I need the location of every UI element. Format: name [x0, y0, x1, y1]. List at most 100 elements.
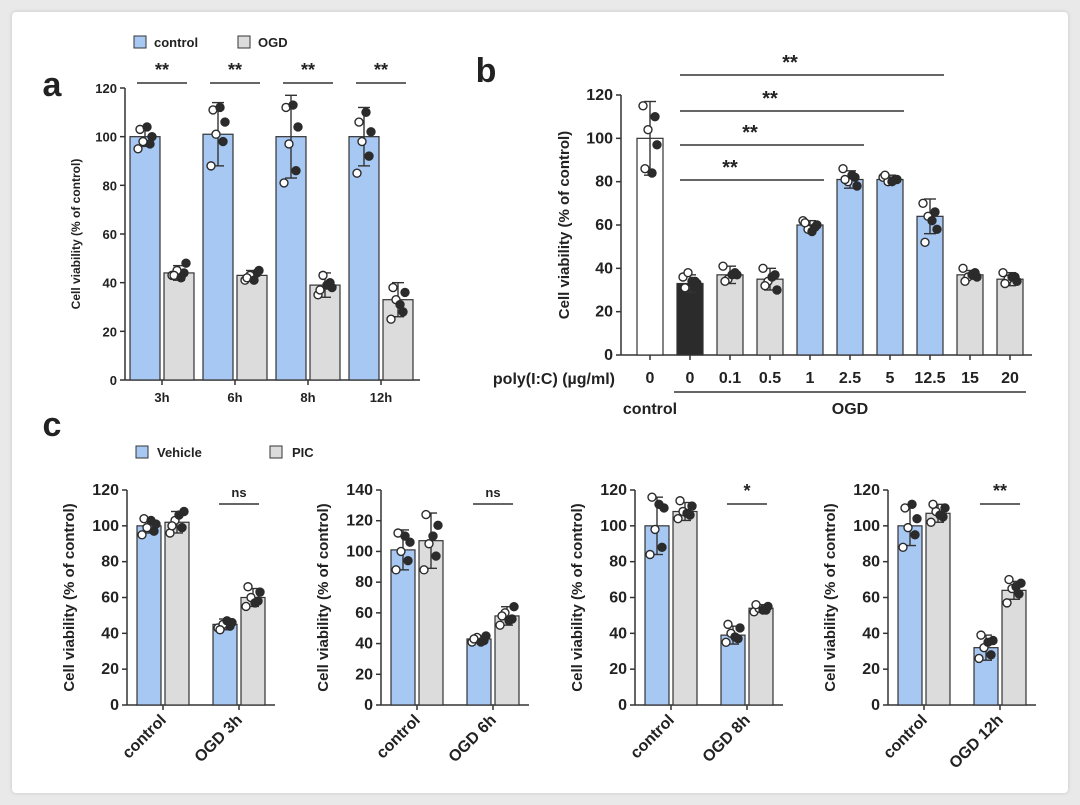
data-point — [960, 276, 970, 287]
data-point — [800, 218, 810, 228]
data-point — [645, 549, 655, 560]
y-tick-label: 60 — [862, 590, 880, 607]
y-tick-label: 60 — [103, 227, 117, 242]
data-point — [497, 611, 507, 621]
bar-dose — [676, 282, 704, 356]
y-tick-label: 80 — [101, 554, 119, 571]
data-point — [721, 637, 731, 647]
data-point — [718, 261, 728, 271]
panel-letter-c: c — [43, 406, 62, 444]
y-tick-label: 120 — [600, 482, 627, 499]
data-point — [720, 276, 730, 287]
data-point — [730, 632, 740, 642]
data-point — [680, 283, 690, 293]
data-point — [687, 501, 697, 511]
y-tick-label: 60 — [609, 590, 627, 607]
data-point — [974, 653, 984, 664]
data-point — [504, 615, 514, 626]
data-point — [847, 170, 857, 180]
data-point — [419, 565, 429, 575]
data-point — [361, 107, 371, 118]
y-tick-label: 40 — [101, 625, 119, 642]
legend-swatch-ogd — [237, 35, 251, 49]
y-axis-label: Cell viability (% of control) — [315, 503, 332, 691]
data-point — [315, 285, 325, 295]
x-tick-label: 15 — [961, 370, 979, 387]
legend-swatch-vehicle — [135, 445, 149, 459]
significance-label: ** — [782, 52, 798, 74]
data-point — [218, 136, 228, 147]
bar-dose — [796, 224, 824, 356]
x-tick-label: 8h — [300, 390, 315, 405]
data-point — [723, 619, 733, 630]
data-point — [431, 551, 441, 561]
y-tick-label: 140 — [346, 482, 373, 499]
data-point — [967, 270, 977, 280]
x-tick-label: 1 — [806, 370, 815, 387]
data-point — [352, 168, 362, 178]
data-point — [758, 605, 768, 615]
bar-vehicle — [897, 525, 923, 706]
panel-letter-a: a — [43, 66, 63, 104]
bar-dose — [836, 178, 864, 356]
y-tick-label: 20 — [609, 661, 627, 678]
data-point — [986, 650, 996, 660]
data-point — [880, 170, 890, 180]
data-point — [838, 163, 848, 174]
y-tick-label: 100 — [853, 518, 880, 535]
y-tick-label: 20 — [101, 661, 119, 678]
data-point — [647, 492, 657, 502]
bar-control — [129, 136, 161, 381]
y-tick-label: 40 — [103, 276, 117, 291]
data-point — [322, 280, 332, 290]
data-point — [1004, 574, 1014, 585]
data-point — [852, 181, 862, 191]
y-axis-label: Cell viability (% of control) — [61, 503, 78, 691]
y-tick-label: 0 — [364, 697, 373, 714]
data-point — [758, 263, 768, 274]
data-point — [1002, 598, 1012, 608]
x-tick-label: 12.5 — [914, 370, 945, 387]
y-axis-label: Cell viability (% of control) — [569, 503, 586, 691]
data-point — [400, 287, 410, 298]
y-tick-label: 100 — [586, 130, 613, 147]
data-point — [983, 637, 993, 647]
data-point — [926, 517, 936, 527]
y-tick-label: 100 — [600, 518, 627, 535]
x-tick-label: 12h — [370, 390, 392, 405]
group-label-control: control — [623, 401, 677, 418]
data-point — [220, 117, 230, 127]
x-tick-label: control — [880, 712, 930, 762]
data-point — [930, 207, 940, 217]
data-point — [1000, 278, 1010, 289]
data-point — [638, 101, 648, 111]
data-point — [675, 496, 685, 506]
data-point — [396, 546, 406, 557]
data-point — [683, 267, 693, 278]
x-tick-label: control — [627, 712, 677, 762]
data-point — [403, 555, 413, 566]
y-tick-label: 0 — [871, 697, 880, 714]
data-point — [767, 272, 777, 282]
data-point — [918, 198, 928, 209]
y-tick-label: 60 — [101, 590, 119, 607]
y-tick-label: 40 — [355, 636, 373, 653]
data-point — [366, 127, 376, 137]
group-label-ogd: OGD — [832, 401, 868, 418]
y-tick-label: 60 — [355, 605, 373, 622]
y-tick-label: 0 — [110, 373, 117, 388]
data-point — [807, 226, 817, 237]
data-point — [293, 122, 303, 132]
data-point — [509, 602, 519, 612]
data-point — [935, 510, 945, 520]
data-point — [222, 616, 232, 626]
data-point — [433, 520, 443, 531]
y-tick-label: 20 — [103, 324, 117, 339]
data-point — [910, 530, 920, 540]
data-point — [138, 136, 148, 147]
bar-control — [348, 136, 380, 381]
x-tick-label: 0 — [686, 370, 695, 387]
bar-vehicle — [390, 549, 416, 706]
y-tick-label: 60 — [595, 217, 613, 234]
